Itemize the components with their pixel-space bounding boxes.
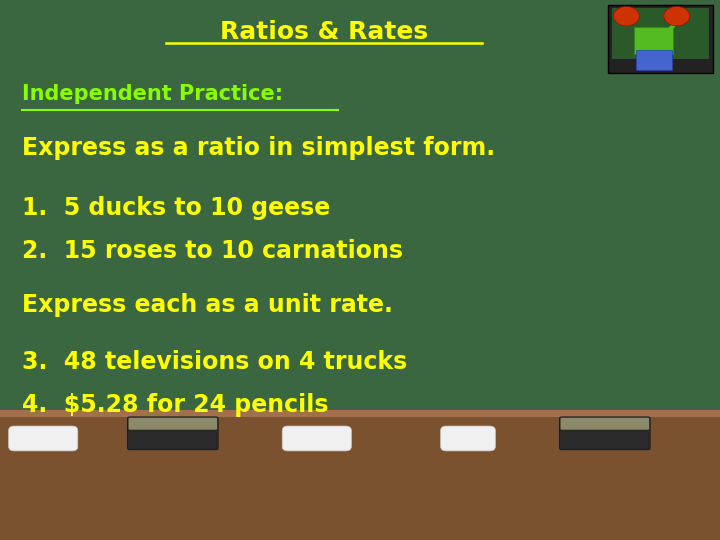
- Bar: [608, 5, 713, 73]
- FancyBboxPatch shape: [9, 426, 78, 451]
- Text: Express as a ratio in simplest form.: Express as a ratio in simplest form.: [22, 137, 495, 160]
- Text: 4.  $5.28 for 24 pencils: 4. $5.28 for 24 pencils: [22, 393, 328, 417]
- FancyBboxPatch shape: [560, 417, 649, 430]
- FancyBboxPatch shape: [127, 417, 218, 450]
- Text: 1.  5 ducks to 10 geese: 1. 5 ducks to 10 geese: [22, 196, 330, 220]
- Bar: [634, 27, 673, 54]
- Text: 2.  15 roses to 10 carnations: 2. 15 roses to 10 carnations: [22, 239, 402, 263]
- Text: Independent Practice:: Independent Practice:: [22, 84, 283, 105]
- FancyBboxPatch shape: [128, 417, 217, 430]
- Bar: [612, 8, 709, 59]
- FancyBboxPatch shape: [441, 426, 495, 451]
- Text: 3.  48 televisions on 4 trucks: 3. 48 televisions on 4 trucks: [22, 350, 407, 374]
- Text: Ratios & Rates: Ratios & Rates: [220, 21, 428, 44]
- Circle shape: [613, 6, 639, 26]
- FancyBboxPatch shape: [559, 417, 650, 450]
- Bar: [0, 410, 720, 540]
- Text: Express each as a unit rate.: Express each as a unit rate.: [22, 293, 392, 317]
- Circle shape: [664, 6, 690, 26]
- Bar: [636, 50, 672, 70]
- Bar: [0, 410, 720, 417]
- FancyArrowPatch shape: [665, 24, 675, 36]
- FancyBboxPatch shape: [282, 426, 351, 451]
